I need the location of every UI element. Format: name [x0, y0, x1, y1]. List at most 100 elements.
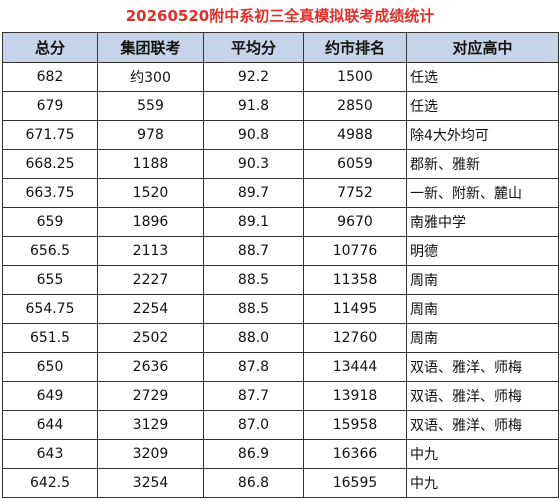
table-cell: 3254 — [97, 468, 204, 498]
table-cell: 88.7 — [203, 236, 304, 266]
table-cell: 周南 — [406, 294, 559, 324]
table-cell: 86.9 — [203, 439, 304, 469]
table-cell: 10776 — [303, 236, 407, 266]
table-cell: 86.8 — [203, 468, 304, 498]
table-cell: 约300 — [97, 62, 204, 92]
table-row: 663.75 1520 89.7 7752 一新、附新、麓山 — [2, 178, 559, 208]
table-cell: 7752 — [303, 178, 407, 208]
table-cell: 2113 — [97, 236, 204, 266]
table-cell: 654.75 — [2, 294, 98, 324]
table-cell: 2254 — [97, 294, 204, 324]
table-cell: 2227 — [97, 265, 204, 295]
table-row: 656.5 2113 88.7 10776 明德 — [2, 236, 559, 266]
table-cell: 656.5 — [2, 236, 98, 266]
table-cell: 88.5 — [203, 265, 304, 295]
header-cell: 集团联考 — [97, 32, 204, 63]
table-cell: 1188 — [97, 149, 204, 179]
table-cell: 90.3 — [203, 149, 304, 179]
table-cell: 663.75 — [2, 178, 98, 208]
table-cell: 16366 — [303, 439, 407, 469]
title: 20260520附中系初三全真模拟联考成绩统计 — [125, 7, 435, 25]
table-cell: 88.0 — [203, 323, 304, 353]
table-row: 679 559 91.8 2850 任选 — [2, 91, 559, 121]
table-cell: 1520 — [97, 178, 204, 208]
table-cell: 89.1 — [203, 207, 304, 237]
header-cell: 约市排名 — [303, 32, 407, 63]
table-cell: 659 — [2, 207, 98, 237]
header-cell: 对应高中 — [406, 32, 559, 63]
table-row: 651.5 2502 88.0 12760 周南 — [2, 323, 559, 353]
table-cell: 明德 — [406, 236, 559, 266]
table-cell: 6059 — [303, 149, 407, 179]
table-row: 643 3209 86.9 16366 中九 — [2, 439, 559, 469]
table-cell: 双语、雅洋、师梅 — [406, 352, 559, 382]
table-cell: 559 — [97, 91, 204, 121]
table-row: 649 2729 87.7 13918 双语、雅洋、师梅 — [2, 381, 559, 411]
table-cell: 9670 — [303, 207, 407, 237]
table-cell: 11358 — [303, 265, 407, 295]
table-row: 650 2636 87.8 13444 双语、雅洋、师梅 — [2, 352, 559, 382]
table-cell: 周南 — [406, 265, 559, 295]
table-cell: 2729 — [97, 381, 204, 411]
table-cell: 642.5 — [2, 468, 98, 498]
table-cell: 16595 — [303, 468, 407, 498]
table-cell: 87.7 — [203, 381, 304, 411]
score-table: 总分 集团联考 平均分 约市排名 对应高中 682 约300 92.2 1500 任选 679 55… — [2, 32, 559, 498]
header-cell: 平均分 — [203, 32, 304, 63]
table-cell: 周南 — [406, 323, 559, 353]
table-row: 644 3129 87.0 15958 双语、雅洋、师梅 — [2, 410, 559, 440]
table-cell: 3129 — [97, 410, 204, 440]
table-cell: 87.0 — [203, 410, 304, 440]
header-cell: 总分 — [2, 32, 98, 63]
table-cell: 1896 — [97, 207, 204, 237]
table-cell: 12760 — [303, 323, 407, 353]
table-cell: 89.7 — [203, 178, 304, 208]
table-cell: 655 — [2, 265, 98, 295]
header-row: 总分 集团联考 平均分 约市排名 对应高中 — [2, 32, 559, 63]
table-cell: 4988 — [303, 120, 407, 150]
table-cell: 13918 — [303, 381, 407, 411]
table-row: 659 1896 89.1 9670 南雅中学 — [2, 207, 559, 237]
table-cell: 15958 — [303, 410, 407, 440]
table-cell: 671.75 — [2, 120, 98, 150]
table-cell: 91.8 — [203, 91, 304, 121]
table-cell: 644 — [2, 410, 98, 440]
table-cell: 668.25 — [2, 149, 98, 179]
table-row: 654.75 2254 88.5 11495 周南 — [2, 294, 559, 324]
table-cell: 中九 — [406, 439, 559, 469]
table-cell: 双语、雅洋、师梅 — [406, 381, 559, 411]
table-cell: 2636 — [97, 352, 204, 382]
table-row: 655 2227 88.5 11358 周南 — [2, 265, 559, 295]
table-body: 682 约300 92.2 1500 任选 679 559 91.8 2850 任选 671.75 9… — [2, 62, 559, 498]
table-cell: 682 — [2, 62, 98, 92]
table-cell: 650 — [2, 352, 98, 382]
table-cell: 任选 — [406, 91, 559, 121]
table-cell: 郡新、雅新 — [406, 149, 559, 179]
table-cell: 651.5 — [2, 323, 98, 353]
table-cell: 3209 — [97, 439, 204, 469]
table-cell: 南雅中学 — [406, 207, 559, 237]
table-cell: 13444 — [303, 352, 407, 382]
table-cell: 2850 — [303, 91, 407, 121]
table-cell: 92.2 — [203, 62, 304, 92]
table-cell: 一新、附新、麓山 — [406, 178, 559, 208]
table-cell: 643 — [2, 439, 98, 469]
table-cell: 1500 — [303, 62, 407, 92]
table-cell: 679 — [2, 91, 98, 121]
table-cell: 2502 — [97, 323, 204, 353]
table-cell: 649 — [2, 381, 98, 411]
table-row: 671.75 978 90.8 4988 除4大外均可 — [2, 120, 559, 150]
table-cell: 11495 — [303, 294, 407, 324]
table-cell: 任选 — [406, 62, 559, 92]
table-row: 668.25 1188 90.3 6059 郡新、雅新 — [2, 149, 559, 179]
table-cell: 中九 — [406, 468, 559, 498]
table-cell: 双语、雅洋、师梅 — [406, 410, 559, 440]
table-cell: 90.8 — [203, 120, 304, 150]
table-row: 642.5 3254 86.8 16595 中九 — [2, 468, 559, 498]
table-cell: 978 — [97, 120, 204, 150]
table-row: 682 约300 92.2 1500 任选 — [2, 62, 559, 92]
table-cell: 除4大外均可 — [406, 120, 559, 150]
table-cell: 88.5 — [203, 294, 304, 324]
table-cell: 87.8 — [203, 352, 304, 382]
